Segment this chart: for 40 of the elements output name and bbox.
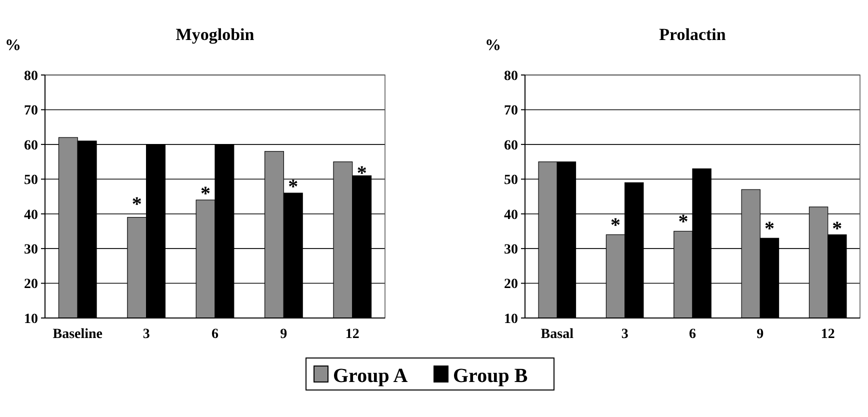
x-tick-label: 9	[756, 327, 764, 342]
y-tick-label: 70	[24, 104, 38, 119]
chart-title: Myoglobin	[176, 25, 255, 44]
annotation: *	[832, 218, 842, 240]
x-tick-label: 3	[621, 327, 628, 342]
y-tick-label: 40	[24, 208, 38, 223]
x-tick-label: 12	[345, 327, 360, 342]
y-tick-label: 30	[24, 242, 38, 258]
annotation: *	[200, 183, 211, 206]
annotation: *	[610, 214, 621, 236]
y-tick-label: 50	[24, 173, 38, 188]
y-tick-label: 30	[504, 242, 518, 258]
y-tick-label: 70	[504, 104, 518, 119]
x-tick-label: 6	[689, 327, 696, 342]
y-tick-label: 20	[504, 277, 518, 292]
y-axis-title: %	[5, 37, 21, 54]
annotation: *	[288, 176, 298, 198]
x-tick-label: 3	[142, 327, 150, 342]
annotation: *	[132, 194, 142, 216]
y-tick-label: 60	[24, 138, 38, 154]
y-tick-label: 60	[504, 138, 518, 154]
annotation: *	[764, 218, 774, 240]
y-tick-label: 10	[504, 312, 518, 327]
y-tick-label: 80	[24, 68, 38, 84]
chart-title: Prolactin	[659, 25, 726, 44]
x-tick-label: Basal	[540, 327, 574, 342]
y-tick-label: 20	[24, 277, 38, 292]
annotation: *	[356, 162, 367, 184]
y-tick-label: 80	[504, 68, 518, 84]
x-tick-label: 9	[280, 327, 288, 342]
legend-label: Group B	[453, 365, 528, 387]
x-tick-label: 6	[212, 327, 218, 342]
legend-label: Group A	[333, 365, 408, 387]
x-tick-label: Baseline	[52, 327, 103, 342]
x-tick-label: 12	[820, 327, 835, 342]
annotation: *	[678, 210, 688, 233]
y-tick-label: 10	[24, 312, 38, 327]
y-tick-label: 40	[504, 208, 518, 223]
y-tick-label: 50	[504, 173, 518, 188]
y-axis-title: %	[485, 37, 501, 54]
